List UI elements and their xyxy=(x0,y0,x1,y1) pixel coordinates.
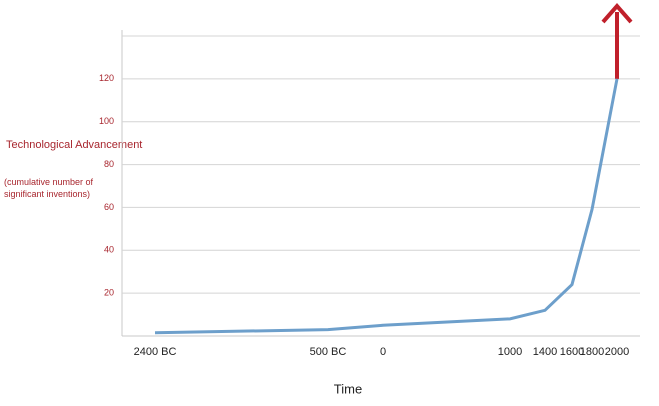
y-axis-sublabel: (cumulative number of significant invent… xyxy=(4,177,94,199)
y-axis-sublabel-box: (cumulative number of significant invent… xyxy=(4,177,94,199)
x-tick-label: 0 xyxy=(380,346,386,358)
y-tick-label: 20 xyxy=(104,288,114,298)
x-tick-label: 1400 xyxy=(533,346,557,358)
x-tick-label: 1000 xyxy=(498,346,522,358)
x-tick-label: 1600 xyxy=(560,346,584,358)
x-tick-label: 1800 xyxy=(580,346,604,358)
line-series xyxy=(154,78,619,335)
y-tick-label: 60 xyxy=(104,202,114,212)
x-tick-label: 500 BC xyxy=(310,346,347,358)
x-tick-label: 2000 xyxy=(605,346,629,358)
y-tick-label: 40 xyxy=(104,245,114,255)
y-axis-label: Technological Advancement xyxy=(6,139,142,151)
y-tick-label: 100 xyxy=(99,116,114,126)
arrow-head xyxy=(601,2,633,24)
y-tick-label: 80 xyxy=(104,159,114,169)
x-tick-label: 2400 BC xyxy=(134,346,177,358)
y-tick-label: 120 xyxy=(99,73,114,83)
x-axis-label: Time xyxy=(334,381,362,396)
